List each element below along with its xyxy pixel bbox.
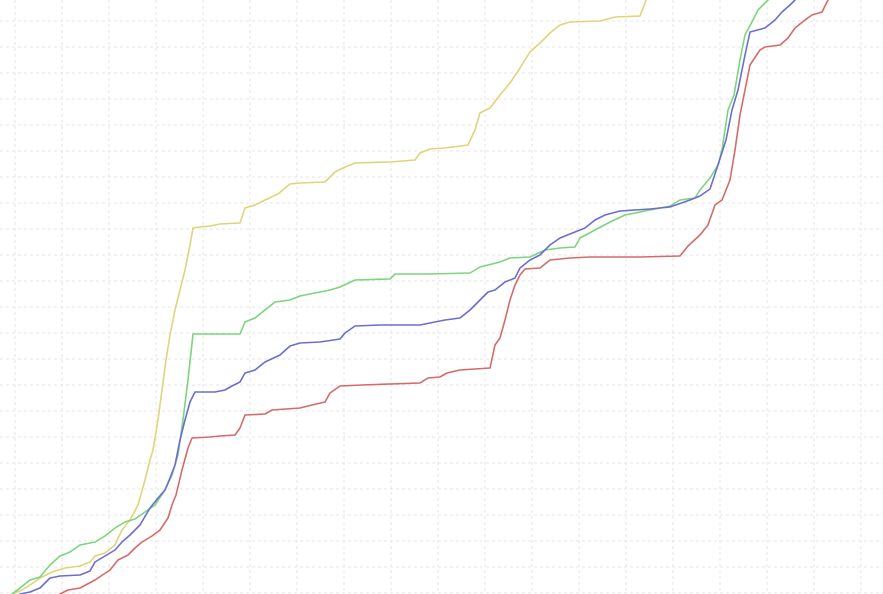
series-line-1 [11,0,647,594]
series-line-3 [19,0,796,594]
series-group [11,0,829,594]
series-line-2 [11,0,769,594]
series-line-4 [59,0,829,594]
